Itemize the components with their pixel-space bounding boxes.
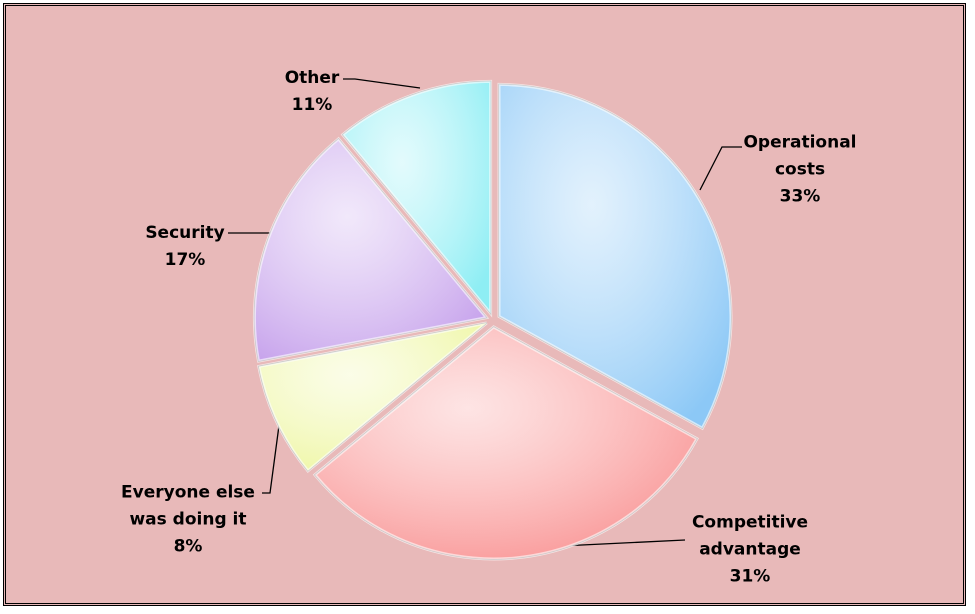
value-label: 31% [729,566,771,587]
category-label: Everyone else was doing it [121,482,255,530]
value-label: 11% [291,95,333,115]
category-label: Other [284,68,340,88]
slice-label: Other 11% [262,65,362,119]
category-label: Operational costs [743,132,857,180]
category-label: Security [145,223,225,243]
slice-label: Competitive advantage 31% [675,510,825,591]
slice-label: Security 17% [125,220,245,274]
slice-label: Operational costs 33% [730,130,870,211]
value-label: 17% [164,250,206,270]
value-label: 33% [779,186,821,207]
value-label: 8% [173,536,203,557]
slice-label: Everyone else was doing it 8% [103,480,273,561]
category-label: Competitive advantage [691,512,809,560]
